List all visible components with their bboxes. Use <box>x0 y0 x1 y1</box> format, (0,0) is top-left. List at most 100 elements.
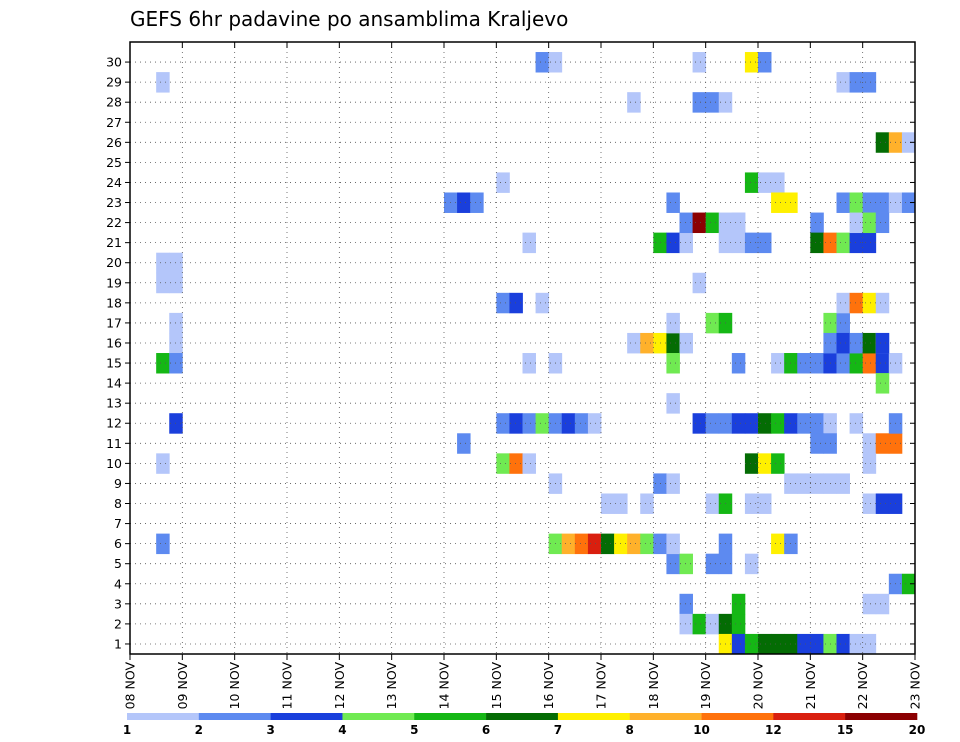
x-tick-label: 23 NOV <box>908 662 923 710</box>
colorbar-label: 2 <box>195 723 203 737</box>
heatmap-cell <box>457 192 471 213</box>
x-tick-label: 14 NOV <box>437 662 452 710</box>
heatmap-cell <box>666 393 680 414</box>
x-tick-label: 19 NOV <box>698 662 713 710</box>
heatmap-cell <box>744 453 759 474</box>
y-tick-label: 20 <box>106 255 122 270</box>
heatmap-cell <box>810 633 824 655</box>
x-tick-label: 17 NOV <box>594 662 609 710</box>
heatmap-cell <box>156 72 170 93</box>
y-tick-label: 27 <box>106 115 122 130</box>
heatmap-cell <box>731 232 746 254</box>
heatmap-cell <box>731 593 746 615</box>
colorbar-swatch <box>342 713 415 720</box>
heatmap-cell <box>457 433 471 454</box>
colorbar-swatch <box>198 713 271 720</box>
heatmap-cell <box>587 533 602 555</box>
heatmap-cell <box>744 633 759 655</box>
heatmap-cell <box>666 192 680 213</box>
heatmap-cell <box>666 332 680 354</box>
heatmap-cell <box>705 312 720 334</box>
heatmap-cell <box>836 473 850 494</box>
x-axis: 08 NOV 09 NOV 10 NOV 11 NOV 12 NOV 13 NOV 14 N… <box>123 42 923 709</box>
y-tick-label: 17 <box>106 315 122 330</box>
heatmap-cell <box>797 413 811 434</box>
heatmap-cell <box>836 292 850 314</box>
heatmap-cell <box>849 192 864 213</box>
y-tick-label: 3 <box>114 596 122 611</box>
heatmap-cell <box>705 553 720 575</box>
y-tick-label: 21 <box>106 235 122 250</box>
x-tick-label: 16 NOV <box>541 662 556 710</box>
heatmap-cell <box>771 533 785 555</box>
heatmap-cell <box>862 353 877 374</box>
grid-lines <box>130 42 915 654</box>
heatmap-cell <box>679 212 693 234</box>
heatmap-cell <box>744 52 759 73</box>
y-tick-label: 30 <box>106 55 122 70</box>
heatmap-cell <box>810 433 824 454</box>
heatmap-cell <box>679 613 693 635</box>
heatmap-cell <box>771 453 785 474</box>
heatmap-cell <box>758 493 772 514</box>
heatmap-cell <box>561 413 576 434</box>
heatmap-cell <box>561 533 576 555</box>
colorbar-swatch <box>701 713 774 720</box>
heatmap-cell <box>849 212 864 234</box>
heatmap-cell <box>810 413 824 434</box>
x-tick-label: 12 NOV <box>332 662 347 710</box>
chart-title: GEFS 6hr padavine po ansamblima Kraljevo <box>130 7 568 31</box>
heatmap-cell <box>901 192 916 213</box>
heatmap-cells <box>156 52 916 655</box>
heatmap-cell <box>849 353 864 374</box>
heatmap-cell <box>862 332 877 354</box>
heatmap-cell <box>849 413 864 434</box>
colorbar-label: 4 <box>338 723 346 737</box>
heatmap-cell <box>627 332 641 354</box>
heatmap-cell <box>156 252 170 274</box>
heatmap-cell <box>627 92 641 113</box>
heatmap-cell <box>156 533 170 555</box>
heatmap-cell <box>901 573 916 595</box>
heatmap-cell <box>601 493 615 514</box>
y-tick-label: 8 <box>114 496 122 511</box>
heatmap-cell <box>574 413 589 434</box>
y-tick-label: 24 <box>106 175 122 190</box>
heatmap-cell <box>758 633 772 655</box>
colorbar-swatch <box>557 713 631 720</box>
heatmap-cell <box>731 353 746 374</box>
heatmap-cell <box>522 232 536 254</box>
y-tick-label: 19 <box>106 275 122 290</box>
colorbar-swatch <box>773 713 846 720</box>
x-tick-label: 10 NOV <box>227 662 242 710</box>
colorbar-label: 15 <box>837 723 854 737</box>
heatmap-cell <box>574 533 589 555</box>
heatmap-cell <box>496 453 510 474</box>
y-tick-label: 5 <box>114 556 122 571</box>
heatmap-cell <box>875 593 890 615</box>
heatmap-cell <box>692 272 707 294</box>
heatmap-cell <box>810 353 824 374</box>
y-tick-label: 4 <box>114 576 122 591</box>
heatmap-cell <box>705 613 720 635</box>
x-tick-label: 21 NOV <box>803 662 818 710</box>
heatmap-cell <box>509 292 523 314</box>
heatmap-cell <box>875 493 890 514</box>
heatmap-cell <box>692 613 707 635</box>
colorbar-label: 6 <box>482 723 490 737</box>
heatmap-cell <box>862 232 877 254</box>
y-tick-label: 1 <box>114 636 122 651</box>
heatmap-cell <box>744 553 759 575</box>
y-tick-label: 28 <box>106 95 122 110</box>
heatmap-cell <box>758 413 772 434</box>
heatmap-cell <box>666 473 680 494</box>
heatmap-cell <box>758 453 772 474</box>
heatmap-cell <box>705 493 720 514</box>
heatmap-cell <box>810 232 824 254</box>
heatmap-cell <box>849 332 864 354</box>
heatmap-cell <box>666 553 680 575</box>
x-tick-label: 22 NOV <box>855 662 870 710</box>
heatmap-cell <box>640 493 654 514</box>
y-axis: 1234567891011121314151617181920212223242… <box>106 55 915 651</box>
heatmap-cell <box>666 312 680 334</box>
